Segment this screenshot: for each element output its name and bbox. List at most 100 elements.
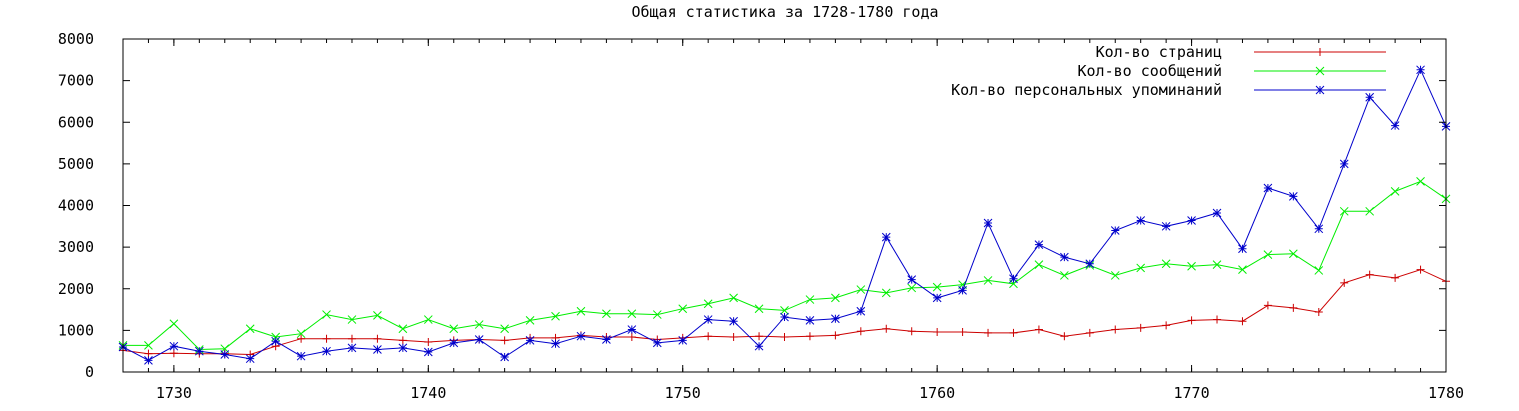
data-point bbox=[1289, 303, 1298, 312]
data-point bbox=[398, 336, 407, 345]
data-point bbox=[1009, 274, 1018, 284]
data-point bbox=[347, 343, 357, 353]
data-point bbox=[754, 341, 764, 351]
data-point bbox=[780, 306, 789, 315]
data-point bbox=[704, 332, 713, 341]
y-tick-label: 0 bbox=[85, 363, 94, 381]
data-point bbox=[1060, 332, 1069, 341]
data-point bbox=[525, 316, 535, 325]
data-point bbox=[1161, 259, 1171, 269]
data-point bbox=[296, 351, 306, 361]
x-tick-label: 1740 bbox=[410, 384, 446, 402]
data-point bbox=[1212, 260, 1222, 269]
data-point bbox=[652, 310, 662, 319]
data-point bbox=[1060, 252, 1069, 262]
data-point bbox=[958, 328, 967, 337]
data-point bbox=[805, 316, 815, 325]
data-point bbox=[1111, 325, 1120, 334]
plot-frame bbox=[122, 38, 1447, 373]
data-point bbox=[169, 319, 179, 329]
data-point bbox=[1136, 216, 1146, 225]
y-tick-label: 7000 bbox=[58, 72, 94, 90]
data-point bbox=[1339, 159, 1349, 169]
data-point bbox=[1314, 224, 1324, 234]
legend-label: Кол-во страниц bbox=[1096, 43, 1222, 61]
data-point bbox=[856, 306, 866, 316]
data-point bbox=[780, 312, 789, 322]
data-point bbox=[296, 329, 306, 339]
data-point bbox=[1288, 191, 1298, 201]
data-point bbox=[703, 299, 713, 309]
data-point bbox=[1162, 321, 1171, 330]
data-point bbox=[984, 328, 993, 337]
data-point bbox=[1161, 221, 1171, 231]
data-point bbox=[882, 324, 891, 333]
data-point bbox=[1212, 208, 1222, 218]
data-point bbox=[1238, 317, 1247, 326]
legend-label: Кол-во сообщений bbox=[1078, 62, 1223, 80]
data-point bbox=[398, 343, 408, 353]
legend-entry: Кол-во страниц bbox=[1096, 43, 1386, 61]
data-point bbox=[678, 336, 688, 345]
data-point bbox=[856, 327, 865, 336]
data-point bbox=[754, 304, 764, 314]
data-point bbox=[1365, 270, 1374, 279]
data-point bbox=[220, 350, 230, 359]
x-tick-label: 1780 bbox=[1428, 384, 1464, 402]
legend-marker bbox=[1315, 85, 1325, 95]
data-point bbox=[627, 309, 637, 319]
data-point bbox=[474, 335, 484, 344]
data-point bbox=[805, 332, 814, 341]
data-point bbox=[245, 324, 255, 334]
data-point bbox=[1136, 263, 1146, 273]
x-tick-label: 1760 bbox=[919, 384, 955, 402]
data-point bbox=[474, 320, 484, 329]
data-point bbox=[1416, 265, 1425, 274]
series-3 bbox=[118, 65, 1451, 365]
data-point bbox=[373, 334, 382, 343]
data-point bbox=[1365, 92, 1375, 102]
data-point bbox=[1009, 328, 1018, 337]
data-point bbox=[1263, 183, 1273, 193]
data-point bbox=[932, 282, 942, 292]
legend-label: Кол-во персональных упоминаний bbox=[951, 81, 1222, 99]
data-point bbox=[1187, 316, 1196, 325]
axis-layer: 0 1000 2000 3000 4000 5000 6000 7000 8000 1730 174… bbox=[58, 30, 1464, 402]
legend-entry: Кол-во персональных упоминаний bbox=[951, 81, 1386, 99]
series-layer bbox=[118, 65, 1451, 365]
data-point bbox=[271, 332, 281, 342]
data-point bbox=[1085, 259, 1095, 269]
data-point bbox=[1365, 206, 1375, 216]
data-point bbox=[1416, 65, 1425, 75]
data-point bbox=[423, 347, 433, 357]
series-2 bbox=[118, 177, 1451, 354]
data-point bbox=[983, 276, 993, 285]
data-point bbox=[755, 332, 764, 341]
data-point bbox=[322, 310, 331, 319]
data-point bbox=[907, 327, 916, 336]
data-point bbox=[144, 341, 153, 350]
data-point bbox=[1238, 265, 1247, 274]
data-point bbox=[576, 331, 586, 341]
series-line bbox=[122, 269, 1447, 356]
legend-marker bbox=[1316, 48, 1324, 56]
data-point bbox=[1263, 250, 1273, 259]
data-point bbox=[449, 338, 459, 348]
data-point bbox=[322, 346, 331, 356]
data-point bbox=[652, 338, 662, 348]
data-point bbox=[500, 324, 509, 334]
data-point bbox=[1187, 261, 1196, 271]
data-point bbox=[678, 304, 688, 314]
data-point bbox=[805, 295, 815, 304]
data-point bbox=[551, 311, 560, 321]
data-point bbox=[424, 338, 433, 347]
data-point bbox=[576, 306, 586, 316]
data-point bbox=[551, 339, 560, 349]
y-tick-label: 5000 bbox=[58, 155, 94, 173]
data-point bbox=[1288, 249, 1298, 259]
x-tick-label: 1730 bbox=[156, 384, 192, 402]
data-point bbox=[373, 345, 382, 354]
data-point bbox=[271, 336, 281, 346]
data-point bbox=[627, 325, 637, 334]
